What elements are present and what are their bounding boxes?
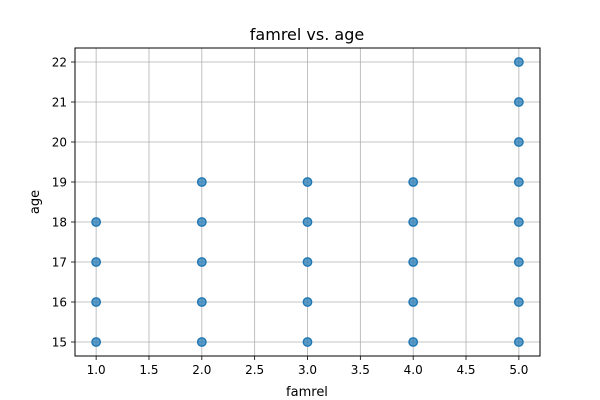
scatter-point <box>513 337 524 347</box>
x-tick-label: 4.5 <box>456 363 475 377</box>
scatter-point <box>408 337 419 347</box>
scatter-point <box>91 297 102 307</box>
scatter-point <box>513 297 524 307</box>
scatter-point <box>513 177 524 187</box>
scatter-point <box>196 177 207 187</box>
scatter-point <box>91 217 102 227</box>
y-tick-label: 16 <box>52 296 67 310</box>
scatter-point <box>302 177 313 187</box>
scatter-point <box>408 257 419 267</box>
y-tick-label: 17 <box>52 256 67 270</box>
y-tick-label: 22 <box>52 56 67 70</box>
x-axis-label: famrel <box>286 385 328 400</box>
x-tick-label: 1.5 <box>139 363 158 377</box>
scatter-point <box>408 297 419 307</box>
y-tick-label: 18 <box>52 216 67 230</box>
scatter-point <box>196 297 207 307</box>
scatter-point <box>302 217 313 227</box>
scatter-point <box>91 337 102 347</box>
x-tick-label: 5.0 <box>509 363 528 377</box>
x-axis-ticks: 1.0 1.5 2.0 2.5 3.0 3.5 4.0 4.5 5.0 <box>87 356 528 377</box>
scatter-point <box>513 257 524 267</box>
y-tick-label: 21 <box>52 96 67 110</box>
scatter-point <box>513 217 524 227</box>
x-tick-label: 4.0 <box>404 363 423 377</box>
chart-title: famrel vs. age <box>250 25 364 44</box>
y-tick-label: 15 <box>52 336 67 350</box>
scatter-point <box>91 257 102 267</box>
scatter-point <box>408 177 419 187</box>
scatter-point <box>513 137 524 147</box>
x-tick-label: 1.0 <box>87 363 106 377</box>
scatter-point <box>302 337 313 347</box>
y-tick-label: 20 <box>52 136 67 150</box>
y-axis-ticks: 15 16 17 18 19 20 21 22 <box>52 56 75 350</box>
scatter-point <box>196 257 207 267</box>
x-tick-label: 2.5 <box>245 363 264 377</box>
y-axis-label: age <box>28 190 43 214</box>
data-points <box>91 57 524 347</box>
scatter-point <box>196 217 207 227</box>
x-tick-label: 3.5 <box>351 363 370 377</box>
y-tick-label: 19 <box>52 176 67 190</box>
scatter-point <box>513 57 524 67</box>
scatter-point <box>196 337 207 347</box>
x-tick-label: 3.0 <box>298 363 317 377</box>
scatter-point <box>302 257 313 267</box>
scatter-point <box>302 297 313 307</box>
scatter-point <box>408 217 419 227</box>
scatter-point <box>513 97 524 107</box>
x-tick-label: 2.0 <box>192 363 211 377</box>
